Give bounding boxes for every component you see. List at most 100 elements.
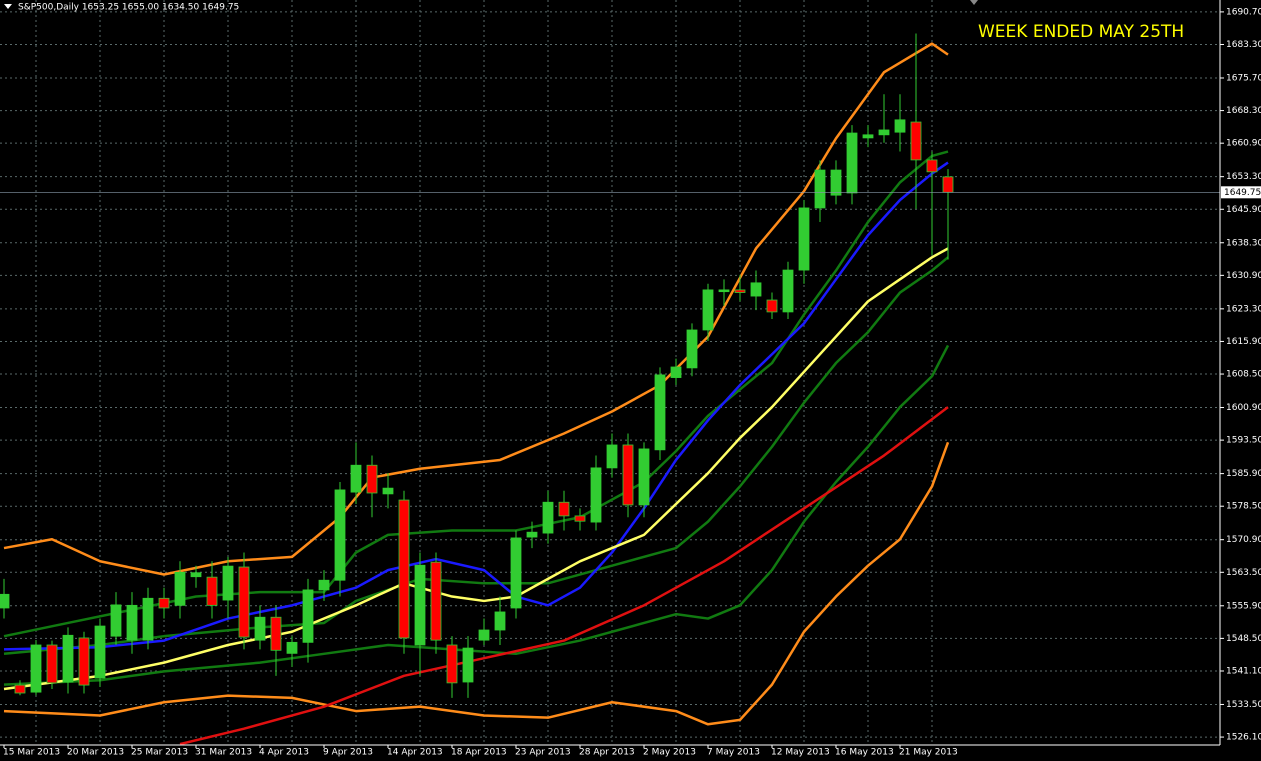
candle-body — [398, 499, 410, 639]
candle-body — [142, 597, 154, 641]
candle-body — [94, 625, 106, 679]
y-tick-label: 1541.10 — [1226, 666, 1261, 676]
candle-body — [942, 176, 954, 193]
indicator-line — [3, 247, 949, 691]
y-tick-label: 1615.90 — [1226, 337, 1261, 347]
candle-body — [302, 589, 314, 643]
candle-body — [894, 119, 906, 133]
indicators — [3, 42, 950, 745]
candle-body — [750, 282, 762, 297]
candle-body — [798, 207, 810, 271]
y-tick-label: 1548.50 — [1226, 634, 1261, 644]
candle-body — [0, 593, 10, 609]
candle-body — [478, 629, 490, 641]
candle-body — [862, 134, 874, 139]
candle-body — [590, 467, 602, 523]
candle-body — [62, 634, 74, 683]
shift-marker — [970, 0, 978, 5]
candle-body — [222, 565, 234, 601]
y-tick-label: 1608.50 — [1226, 370, 1261, 380]
candle-body — [638, 448, 650, 506]
last-price-box — [1221, 186, 1261, 199]
x-tick-label: 15 Mar 2013 — [3, 748, 60, 758]
x-tick-label: 2 May 2013 — [643, 748, 696, 758]
candle-body — [814, 169, 826, 209]
candle-body — [286, 641, 298, 654]
indicator-line — [179, 406, 949, 745]
x-tick-label: 14 Apr 2013 — [387, 748, 443, 758]
candle-body — [238, 566, 250, 638]
y-tick-label: 1668.30 — [1226, 106, 1261, 116]
y-tick-label: 1690.70 — [1226, 7, 1261, 17]
candles — [0, 33, 954, 698]
y-tick-label: 1630.90 — [1226, 271, 1261, 281]
candle-body — [462, 647, 474, 683]
axis: 1690.70 1683.30 1675.70 1668.30 1660.90 1653.… — [0, 7, 1261, 758]
y-tick-label: 1660.90 — [1226, 139, 1261, 149]
candle-body — [670, 366, 682, 378]
candle-body — [158, 597, 170, 609]
chart-title: S&P500,Daily 1653.25 1655.00 1634.50 164… — [18, 3, 239, 13]
candle-body — [686, 329, 698, 369]
menu-icon — [4, 4, 12, 9]
candle-body — [318, 579, 330, 591]
annotation: WEEK ENDED MAY 25TH — [978, 22, 1184, 42]
candle-body — [382, 487, 394, 495]
x-tick-label: 12 May 2013 — [771, 748, 830, 758]
candle-body — [270, 616, 282, 651]
y-tick-label: 1645.90 — [1226, 205, 1261, 215]
candle-body — [430, 561, 442, 641]
candle-body — [510, 537, 522, 609]
candle-body — [526, 531, 538, 538]
candle-body — [414, 564, 426, 646]
candle-body — [622, 444, 634, 506]
candle-body — [542, 501, 554, 534]
indicator-line — [3, 441, 950, 726]
x-tick-label: 9 Apr 2013 — [323, 748, 373, 758]
y-tick-label: 1638.30 — [1226, 238, 1261, 248]
y-tick-label: 1653.30 — [1226, 172, 1261, 182]
candle-body — [30, 644, 42, 693]
x-tick-label: 25 Mar 2013 — [131, 748, 188, 758]
candle-body — [254, 616, 266, 641]
y-tick-label: 1526.10 — [1226, 733, 1261, 743]
candle-body — [174, 571, 186, 606]
x-tick-label: 28 Apr 2013 — [579, 748, 635, 758]
candle-body — [558, 501, 570, 517]
x-tick-label: 18 Apr 2013 — [451, 748, 507, 758]
y-tick-label: 1683.30 — [1226, 40, 1261, 50]
y-tick-label: 1675.70 — [1226, 73, 1261, 83]
candle-body — [190, 572, 202, 578]
x-tick-label: 23 Apr 2013 — [515, 748, 571, 758]
candle-body — [334, 489, 346, 581]
candle-body — [766, 299, 778, 313]
x-tick-label: 20 Mar 2013 — [67, 748, 124, 758]
candle-body — [494, 611, 506, 631]
candle-body — [734, 289, 746, 293]
candle-body — [46, 644, 58, 684]
candle-body — [78, 637, 90, 686]
candle-body — [926, 159, 938, 173]
candle-body — [846, 132, 858, 194]
y-tick-label: 1585.90 — [1226, 469, 1261, 479]
x-tick-label: 7 May 2013 — [707, 748, 760, 758]
candle-body — [654, 374, 666, 451]
indicator-line — [3, 161, 949, 651]
y-tick-label: 1555.90 — [1226, 601, 1261, 611]
y-tick-label: 1570.90 — [1226, 535, 1261, 545]
x-tick-label: 4 Apr 2013 — [259, 748, 309, 758]
y-tick-label: 1600.90 — [1226, 403, 1261, 413]
candle-body — [910, 121, 922, 161]
y-tick-label: 1623.30 — [1226, 304, 1261, 314]
candle-body — [366, 464, 378, 494]
candle-body — [702, 289, 714, 331]
x-tick-label: 16 May 2013 — [835, 748, 894, 758]
y-tick-label: 1563.50 — [1226, 568, 1261, 578]
x-tick-label: 21 May 2013 — [899, 748, 958, 758]
y-tick-label: 1578.50 — [1226, 502, 1261, 512]
candle-body — [14, 684, 26, 694]
indicator-line — [3, 344, 950, 686]
candle-body — [126, 604, 138, 641]
